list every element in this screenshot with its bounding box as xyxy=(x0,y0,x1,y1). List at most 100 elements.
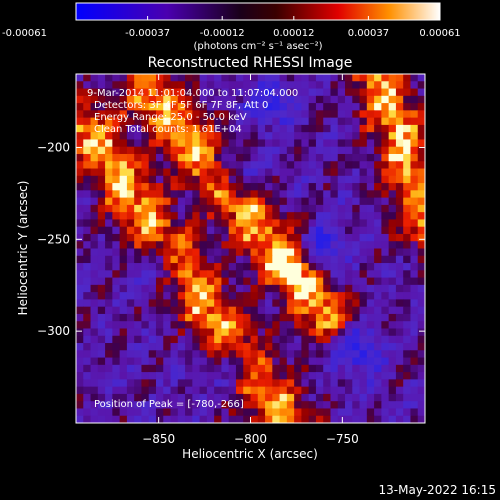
heatmap-cell xyxy=(366,372,375,380)
heatmap-cell xyxy=(301,292,310,300)
heatmap-cell xyxy=(134,277,143,286)
heatmap-cell xyxy=(337,103,346,111)
heatmap-cell xyxy=(352,241,361,250)
heatmap-cell xyxy=(352,124,361,133)
heatmap-cell xyxy=(148,379,157,388)
heatmap-cell xyxy=(294,153,302,162)
heatmap-cell xyxy=(206,168,215,177)
heatmap-cell xyxy=(352,248,361,257)
heatmap-cell xyxy=(243,401,252,410)
heatmap-cell xyxy=(76,204,84,213)
heatmap-cell xyxy=(265,393,273,402)
heatmap-cell xyxy=(286,248,295,257)
heatmap-cell xyxy=(163,379,172,388)
heatmap-cell xyxy=(243,183,252,191)
heatmap-cell xyxy=(163,401,172,410)
heatmap-cell xyxy=(330,124,339,133)
heatmap-cell xyxy=(199,233,208,242)
heatmap-cell xyxy=(214,74,223,82)
heatmap-cell xyxy=(126,364,135,373)
heatmap-cell xyxy=(141,161,150,170)
heatmap-cell xyxy=(330,386,339,395)
heatmap-cell xyxy=(141,117,150,126)
heatmap-cell xyxy=(265,124,273,133)
heatmap-cell xyxy=(199,183,208,191)
heatmap-cell xyxy=(177,132,186,141)
heatmap-cell xyxy=(105,255,113,264)
heatmap-cell xyxy=(235,401,244,410)
heatmap-cell xyxy=(257,321,266,330)
heatmap-cell xyxy=(90,132,99,141)
heatmap-cell xyxy=(265,386,273,395)
heatmap-cell xyxy=(330,255,339,264)
heatmap-cell xyxy=(105,401,113,410)
heatmap-cell xyxy=(155,343,164,351)
heatmap-cell xyxy=(112,81,121,90)
heatmap-cell xyxy=(330,88,339,97)
heatmap-cell xyxy=(395,117,404,126)
heatmap-cell xyxy=(381,241,390,250)
heatmap-cell xyxy=(374,226,382,235)
heatmap-cell xyxy=(308,103,317,111)
heatmap-cell xyxy=(257,372,266,380)
heatmap-cell xyxy=(221,81,230,90)
heatmap-cell xyxy=(403,103,412,111)
heatmap-cell xyxy=(228,350,237,359)
heatmap-cell xyxy=(345,263,353,271)
heatmap-cell xyxy=(90,284,99,293)
heatmap-cell xyxy=(257,328,266,337)
heatmap-cell xyxy=(250,335,259,344)
heatmap-cell xyxy=(76,88,84,97)
heatmap-cell xyxy=(410,357,419,366)
heatmap-cell xyxy=(119,197,128,206)
heatmap-cell xyxy=(381,103,390,111)
heatmap-cell xyxy=(308,270,317,279)
heatmap-cell xyxy=(374,110,382,119)
heatmap-cell xyxy=(155,364,164,373)
heatmap-cell xyxy=(119,226,128,235)
heatmap-cell xyxy=(155,401,164,410)
heatmap-cell xyxy=(192,153,201,162)
heatmap-cell xyxy=(192,321,201,330)
heatmap-cell xyxy=(381,226,390,235)
heatmap-cell xyxy=(141,284,150,293)
heatmap-cell xyxy=(330,161,339,170)
heatmap-cell xyxy=(345,393,353,402)
heatmap-cell xyxy=(294,313,302,322)
heatmap-cell xyxy=(257,153,266,162)
info-line-time: 9-Mar-2014 11:01:04.000 to 11:07:04.000 xyxy=(87,88,298,99)
heatmap-cell xyxy=(279,226,288,235)
heatmap-cell xyxy=(272,350,281,359)
heatmap-cell xyxy=(177,175,186,184)
heatmap-cell xyxy=(272,328,281,337)
heatmap-cell xyxy=(308,124,317,133)
heatmap-cell xyxy=(170,161,179,170)
heatmap-cell xyxy=(272,284,281,293)
heatmap-cell xyxy=(294,183,302,191)
heatmap-cell xyxy=(352,284,361,293)
heatmap-cell xyxy=(119,284,128,293)
heatmap-cell xyxy=(294,328,302,337)
heatmap-cell xyxy=(308,81,317,90)
heatmap-cell xyxy=(90,248,99,257)
heatmap-cell xyxy=(337,161,346,170)
heatmap-cell xyxy=(403,190,412,199)
heatmap-cell xyxy=(90,168,99,177)
heatmap-cell xyxy=(359,117,368,126)
heatmap-cell xyxy=(374,190,382,199)
heatmap-cell xyxy=(199,241,208,250)
heatmap-cell xyxy=(352,401,361,410)
heatmap-cell xyxy=(315,124,324,133)
heatmap-cell xyxy=(206,153,215,162)
heatmap-cell xyxy=(337,306,346,315)
heatmap-cell xyxy=(90,357,99,366)
heatmap-cell xyxy=(185,393,193,402)
heatmap-cell xyxy=(395,81,404,90)
heatmap-cell xyxy=(323,386,332,395)
heatmap-cell xyxy=(352,408,361,417)
heatmap-cell xyxy=(366,328,375,337)
plot-area: −850 −800 −750−200−250−300 xyxy=(37,73,426,446)
heatmap-cell xyxy=(374,270,382,279)
heatmap-cell xyxy=(323,88,332,97)
heatmap-cell xyxy=(257,204,266,213)
